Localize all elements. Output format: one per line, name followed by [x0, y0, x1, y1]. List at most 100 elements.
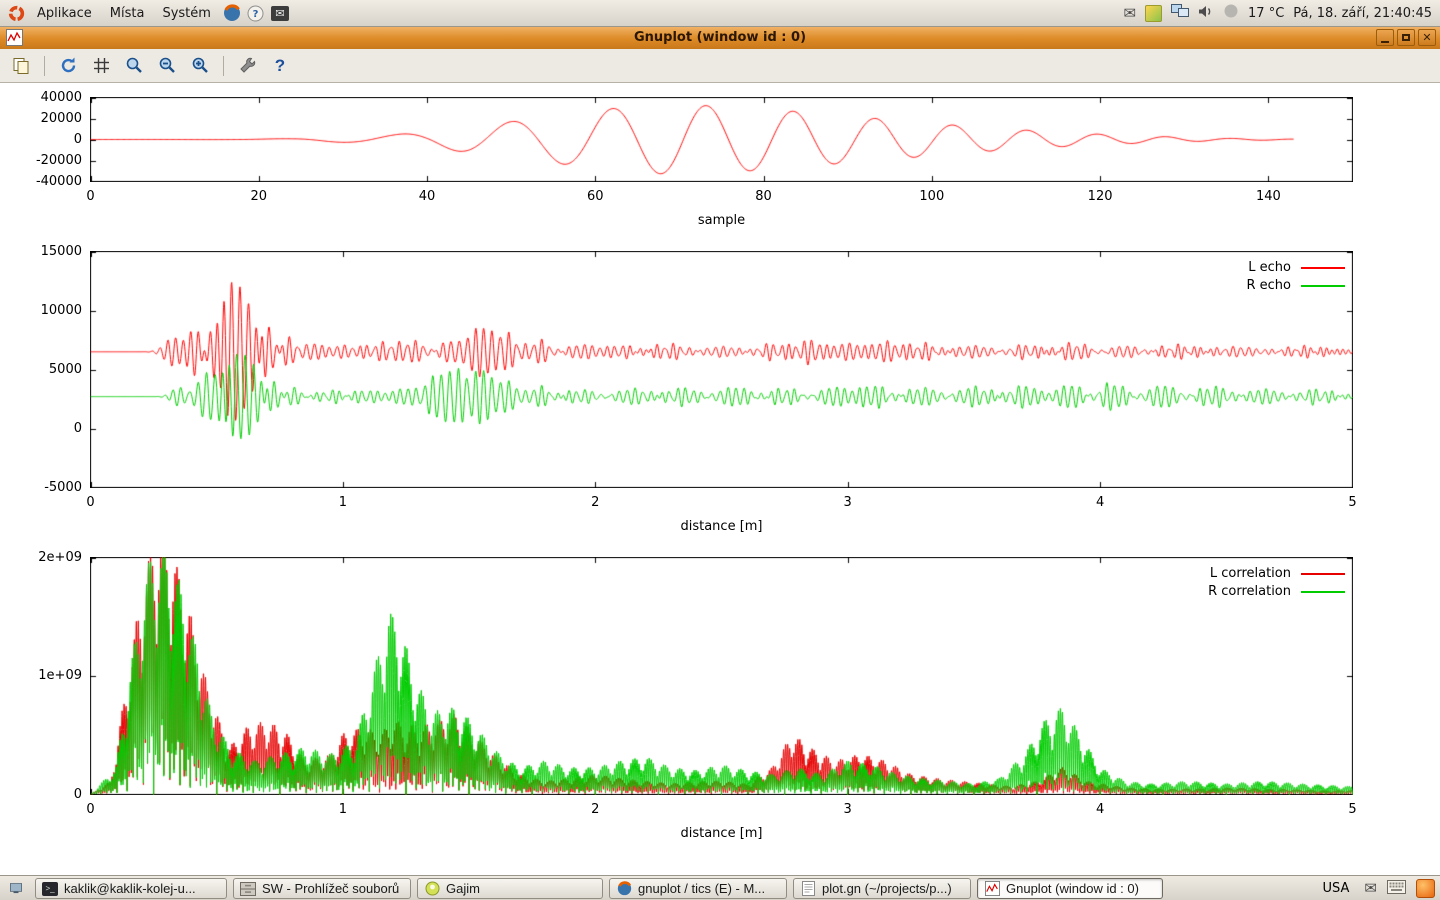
help-icon: ?: [275, 56, 285, 76]
chirp-waveform-plot: sample 020406080100120140-40000-20000020…: [90, 97, 1353, 182]
taskbar-window-text-editor[interactable]: plot.gn (~/projects/p...): [793, 878, 971, 899]
svg-text:?: ?: [253, 9, 259, 20]
x-tick-label: 0: [66, 189, 116, 204]
legend-label: L correlation: [1210, 566, 1291, 581]
taskbar-window-gnuplot[interactable]: Gnuplot (window id : 0): [977, 878, 1163, 899]
menu-applications[interactable]: Aplikace: [28, 3, 101, 24]
mail-tray-icon[interactable]: ✉: [1364, 881, 1377, 896]
update-alert-icon[interactable]: [1416, 879, 1435, 898]
keyboard-layout-indicator[interactable]: USA: [1318, 880, 1355, 897]
correlation-plot: L correlationR correlation distance [m] …: [90, 557, 1353, 795]
window-title: Gnuplot (window id : 0): [0, 30, 1440, 45]
clock-label[interactable]: Pá, 18. září, 21:40:45: [1293, 6, 1432, 21]
x-tick-label: 0: [66, 802, 116, 817]
x-tick-label: 3: [823, 495, 873, 510]
copy-clipboard-button[interactable]: [8, 53, 34, 79]
mail-notification-icon[interactable]: ✉: [1123, 6, 1136, 21]
gnuplot-icon: [984, 881, 1000, 897]
close-icon: ✕: [1422, 32, 1431, 43]
y-tick-label: 2e+09: [4, 550, 82, 565]
gnuplot-toolbar: ?: [0, 49, 1440, 83]
x-tick-label: 20: [234, 189, 284, 204]
display-settings-icon[interactable]: [1171, 4, 1189, 23]
replot-button[interactable]: [55, 53, 81, 79]
y-tick-label: 40000: [4, 90, 82, 105]
zoom-out-button[interactable]: [154, 53, 180, 79]
temperature-label[interactable]: 17 °C: [1248, 6, 1284, 21]
echo-plot: L echoR echo distance [m] 012345-5000050…: [90, 251, 1353, 488]
volume-icon[interactable]: [1198, 4, 1214, 23]
close-button[interactable]: ✕: [1418, 29, 1436, 46]
plot-canvas[interactable]: [90, 97, 1353, 182]
plot-canvas[interactable]: [90, 251, 1353, 488]
legend-line-sample: [1301, 267, 1345, 269]
legend-label: L echo: [1248, 260, 1291, 275]
firefox-launcher-icon[interactable]: [220, 1, 244, 25]
x-tick-label: 120: [1075, 189, 1125, 204]
update-notifier-icon[interactable]: [1145, 5, 1162, 22]
taskbar-window-file-manager[interactable]: SW - Prohlížeč souborů: [233, 878, 411, 899]
gnome-top-panel: Aplikace Místa Systém ? ✉ ✉ 17 °C Pá, 18…: [0, 0, 1440, 27]
show-desktop-button[interactable]: [3, 878, 29, 899]
taskbar-window-gajim[interactable]: Gajim: [417, 878, 603, 899]
mail-launcher-icon[interactable]: ✉: [268, 1, 292, 25]
x-tick-label: 60: [570, 189, 620, 204]
distributor-logo-icon[interactable]: [4, 1, 28, 25]
taskbar-window-label: Gnuplot (window id : 0): [1006, 881, 1139, 896]
taskbar-window-firefox[interactable]: gnuplot / tics (E) - M...: [609, 878, 787, 899]
taskbar-window-terminal[interactable]: >_ kaklik@kaklik-kolej-u...: [35, 878, 227, 899]
y-tick-label: -20000: [4, 153, 82, 168]
maximize-icon: [1402, 34, 1410, 41]
x-tick-label: 40: [402, 189, 452, 204]
y-tick-label: 20000: [4, 111, 82, 126]
minimize-button[interactable]: [1376, 29, 1394, 46]
x-tick-label: 4: [1075, 495, 1125, 510]
x-tick-label: 0: [66, 495, 116, 510]
y-tick-label: -5000: [4, 480, 82, 495]
legend-line-sample: [1301, 573, 1345, 575]
taskbar-window-label: plot.gn (~/projects/p...): [822, 881, 952, 896]
maximize-button[interactable]: [1397, 29, 1415, 46]
plot-canvas[interactable]: [90, 557, 1353, 795]
help-launcher-icon[interactable]: ?: [244, 1, 268, 25]
legend-entry: R correlation: [1208, 584, 1345, 599]
firefox-icon: [616, 881, 632, 897]
x-axis-label: sample: [90, 213, 1353, 228]
legend: L echo R echo: [1246, 260, 1345, 293]
x-tick-label: 1: [318, 495, 368, 510]
y-tick-label: 10000: [4, 303, 82, 318]
y-tick-label: 1e+09: [4, 668, 82, 683]
taskbar-tray: USA ✉: [1318, 879, 1437, 898]
legend-label: R echo: [1246, 278, 1291, 293]
legend-line-sample: [1301, 591, 1345, 593]
x-tick-label: 2: [570, 495, 620, 510]
weather-icon[interactable]: [1223, 3, 1239, 23]
terminal-icon: >_: [42, 881, 58, 897]
taskbar-window-label: SW - Prohlížeč souborů: [262, 881, 399, 896]
taskbar-window-label: gnuplot / tics (E) - M...: [638, 881, 765, 896]
x-tick-label: 4: [1075, 802, 1125, 817]
grid-toggle-button[interactable]: [88, 53, 114, 79]
taskbar-window-label: kaklik@kaklik-kolej-u...: [64, 881, 196, 896]
window-icon[interactable]: [6, 29, 23, 46]
x-tick-label: 140: [1243, 189, 1293, 204]
toolbar-separator: [223, 56, 224, 76]
keyboard-icon[interactable]: [1387, 880, 1406, 898]
zoom-in-button[interactable]: [187, 53, 213, 79]
x-tick-label: 3: [823, 802, 873, 817]
menu-system[interactable]: Systém: [153, 3, 219, 24]
menu-places[interactable]: Místa: [101, 3, 154, 24]
legend-line-sample: [1301, 285, 1345, 287]
y-tick-label: 5000: [4, 362, 82, 377]
gajim-icon: [424, 881, 440, 897]
y-tick-label: 15000: [4, 244, 82, 259]
x-axis-label: distance [m]: [90, 826, 1353, 841]
x-tick-label: 80: [739, 189, 789, 204]
y-tick-label: 0: [4, 421, 82, 436]
legend-entry: L correlation: [1210, 566, 1345, 581]
zoom-previous-button[interactable]: [121, 53, 147, 79]
help-button[interactable]: ?: [267, 53, 293, 79]
settings-button[interactable]: [234, 53, 260, 79]
window-titlebar[interactable]: Gnuplot (window id : 0) ✕: [0, 26, 1440, 49]
y-tick-label: 0: [4, 132, 82, 147]
